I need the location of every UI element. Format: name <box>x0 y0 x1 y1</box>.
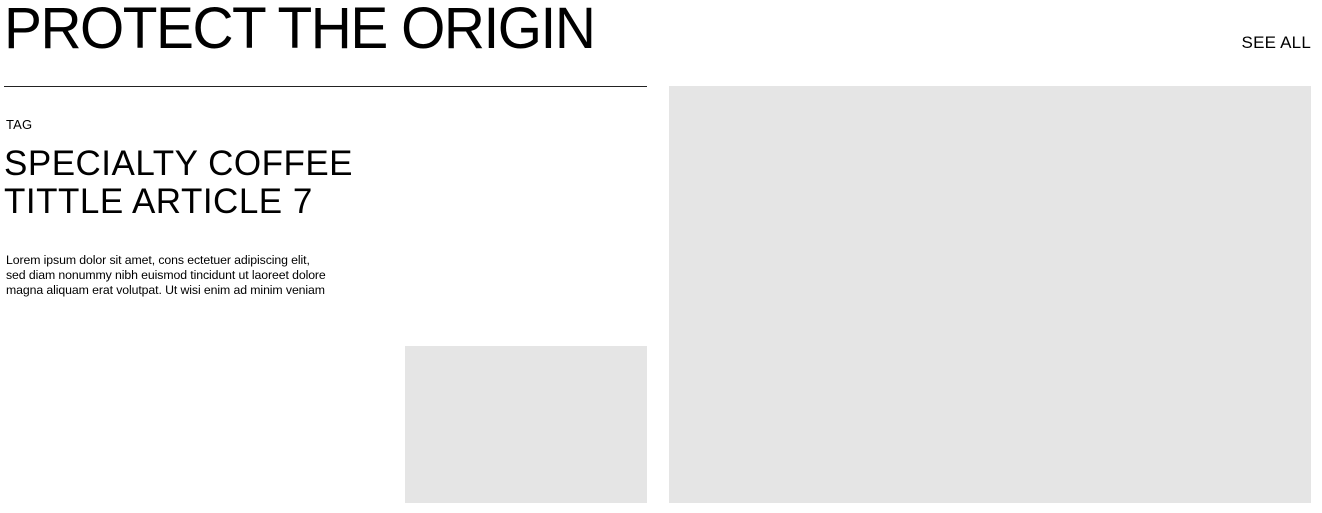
featured-hero-image[interactable] <box>669 86 1311 503</box>
section-divider <box>4 86 647 87</box>
article-title-line-2: TITTLE ARTICLE 7 <box>4 182 313 221</box>
section-title: PROTECT THE ORIGIN <box>4 0 596 61</box>
article-tag[interactable]: TAG <box>6 117 33 132</box>
article-title[interactable]: SPECIALTY COFFEE TITTLE ARTICLE 7 <box>4 145 384 221</box>
article-excerpt: Lorem ipsum dolor sit amet, cons ectetue… <box>6 253 326 297</box>
see-all-link[interactable]: SEE ALL <box>1241 33 1311 52</box>
article-title-line-1: SPECIALTY COFFEE <box>4 144 354 183</box>
article-thumbnail-image[interactable] <box>405 346 647 503</box>
